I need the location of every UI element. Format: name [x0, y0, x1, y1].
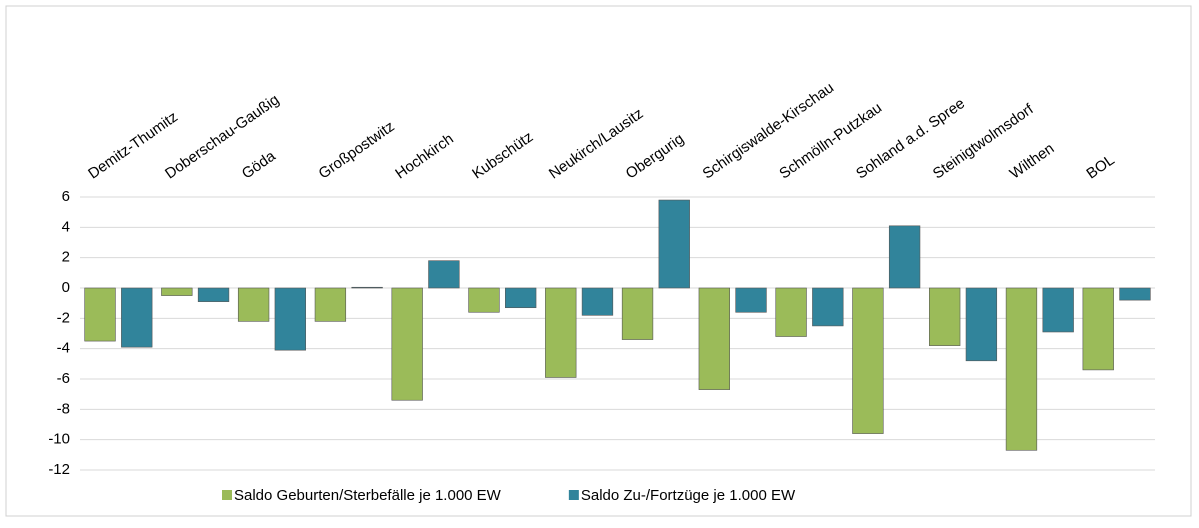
y-tick-label: -8 — [57, 400, 70, 417]
bar — [468, 287, 500, 313]
bar — [351, 286, 383, 289]
y-tick-label: 4 — [62, 218, 70, 235]
bar — [775, 287, 807, 337]
legend-label: Saldo Zu-/Fortzüge je 1.000 EW — [581, 487, 796, 504]
bar — [929, 287, 961, 346]
bar — [314, 287, 347, 322]
y-tick-label: 2 — [62, 249, 70, 266]
bar — [391, 287, 423, 401]
bar — [545, 287, 577, 378]
bar — [197, 287, 230, 302]
bar — [428, 260, 460, 289]
bar — [735, 287, 767, 313]
bar — [888, 225, 921, 289]
y-tick-label: -4 — [57, 340, 70, 357]
bar — [1119, 287, 1151, 301]
bar — [161, 287, 193, 296]
bar — [237, 287, 270, 322]
legend-swatch — [222, 490, 232, 500]
y-tick-label: -2 — [57, 309, 70, 326]
bar — [698, 287, 730, 390]
bar — [965, 287, 998, 362]
y-tick-label: 6 — [62, 188, 70, 205]
bar — [852, 287, 884, 434]
bar — [658, 199, 690, 289]
bar — [812, 287, 844, 327]
bar — [274, 287, 306, 351]
y-tick-label: -12 — [48, 461, 70, 478]
y-tick-label: -6 — [57, 370, 70, 387]
bar — [1005, 287, 1038, 451]
bar — [581, 287, 614, 316]
bar — [121, 287, 153, 348]
bar — [505, 287, 537, 309]
bar — [1082, 287, 1114, 371]
y-tick-label: -10 — [48, 431, 70, 448]
bar — [84, 287, 116, 342]
legend-swatch — [568, 490, 579, 500]
legend-label: Saldo Geburten/Sterbefälle je 1.000 EW — [234, 487, 502, 504]
y-tick-label: 0 — [62, 279, 70, 296]
bar — [621, 287, 654, 340]
bar — [1042, 287, 1074, 333]
chart-frame — [5, 5, 1192, 517]
